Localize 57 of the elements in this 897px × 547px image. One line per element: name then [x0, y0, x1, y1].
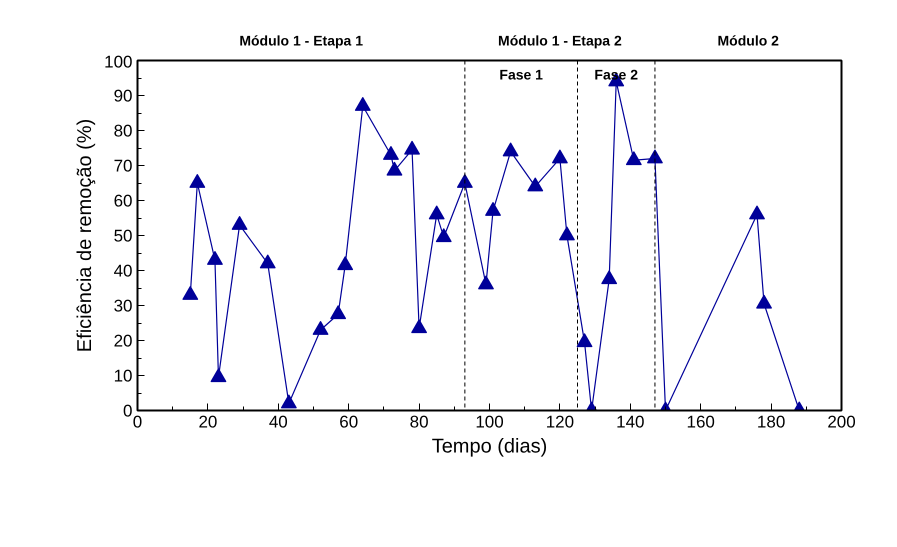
point	[646, 149, 663, 164]
y-tick-label: 90	[114, 86, 133, 106]
point	[456, 174, 473, 188]
point	[428, 205, 445, 220]
x-tick-label: 120	[546, 412, 574, 432]
text: Módulo 1 - Etapa 2	[498, 32, 622, 48]
annotation: Fase 1	[499, 66, 544, 82]
y-tick-label: 60	[114, 192, 133, 210]
point	[382, 146, 399, 160]
x-tick-label: 180	[756, 412, 786, 432]
x-tick-label: 80	[410, 412, 429, 432]
point	[404, 140, 420, 155]
text: Módulo 2	[718, 32, 780, 48]
point	[206, 250, 223, 265]
x-tick-label: 40	[268, 412, 288, 432]
point	[436, 228, 452, 242]
x-tick-label: 20	[198, 412, 218, 432]
point	[280, 394, 297, 408]
point	[330, 305, 346, 320]
y-axis-title: Eficiência de remoção (%)	[74, 118, 96, 352]
point	[502, 142, 519, 156]
x-axis-title: Tempo (dias)	[432, 436, 548, 458]
x-tick-label: 200	[827, 412, 856, 432]
point	[189, 174, 206, 188]
point	[210, 368, 226, 382]
text: Módulo 1 - Etapa 1	[239, 32, 364, 48]
point	[485, 202, 502, 216]
y-tick-label: 80	[114, 122, 133, 140]
point	[601, 270, 618, 284]
point	[354, 96, 371, 111]
point	[558, 226, 575, 240]
point	[411, 319, 428, 334]
x-tick-label: 160	[686, 412, 715, 432]
point	[232, 216, 248, 230]
point	[182, 286, 198, 300]
point	[386, 162, 402, 176]
point	[576, 333, 593, 348]
point	[337, 256, 354, 270]
x-tick-label: 100	[475, 412, 504, 432]
y-tick-label: 100	[104, 52, 133, 72]
y-tick-label: 20	[114, 332, 133, 350]
point	[626, 151, 642, 166]
point	[312, 320, 329, 335]
y-tick-label: 10	[114, 366, 133, 386]
y-tick-label: 70	[114, 156, 133, 176]
x-tick-label: 60	[339, 412, 358, 432]
x-tick-label: 140	[616, 412, 644, 432]
point	[527, 177, 544, 192]
point	[478, 275, 494, 290]
point	[552, 149, 568, 164]
annotation: Fase 2	[594, 66, 638, 82]
point	[756, 294, 772, 309]
y-tick-label: 50	[114, 226, 133, 246]
y-tick-label: 40	[114, 262, 133, 280]
y-tick-label: 30	[114, 296, 133, 316]
point	[749, 205, 766, 220]
point	[260, 254, 276, 268]
